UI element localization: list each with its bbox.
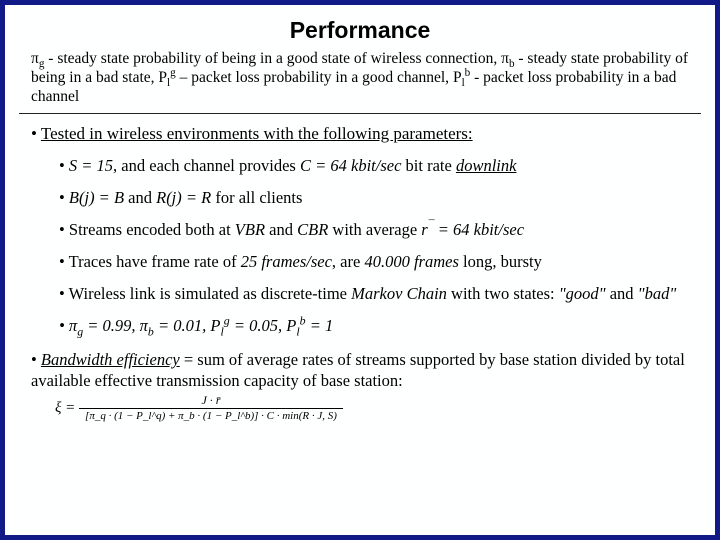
- val-pib: π: [140, 316, 148, 335]
- plg-symbol: P: [158, 69, 167, 86]
- pi-g-text: - steady state probability of being in a…: [44, 50, 501, 67]
- bj: B(j) = B: [69, 188, 124, 207]
- s15: S = 15: [69, 156, 113, 175]
- cbr: CBR: [297, 220, 328, 239]
- val-pig-v: = 0.99,: [83, 316, 140, 335]
- plg-text: – packet loss probability in a good chan…: [176, 69, 453, 86]
- val-plg: P: [210, 316, 220, 335]
- pi-b-symbol: π: [501, 50, 509, 67]
- tested-heading-text: Tested in wireless environments with the…: [41, 124, 473, 143]
- s15-b: , and each channel provides: [113, 156, 300, 175]
- markov-c: with two states:: [447, 284, 559, 303]
- vbr: VBR: [235, 220, 265, 239]
- rj: R(j) = R: [156, 188, 211, 207]
- markov-chain: Markov Chain: [351, 284, 447, 303]
- formula-lhs: ξ =: [55, 400, 79, 416]
- bj-and: and: [124, 188, 156, 207]
- val-plb-v: = 1: [306, 316, 334, 335]
- downlink: downlink: [456, 156, 517, 175]
- c64: C = 64 kbit/sec: [300, 156, 401, 175]
- definitions-block: πg - steady state probability of being i…: [31, 50, 689, 107]
- frames40k: 40.000 frames: [364, 252, 458, 271]
- tested-heading: Tested in wireless environments with the…: [31, 124, 691, 144]
- plb-symbol: P: [453, 69, 462, 86]
- bullet-values: πg = 0.99, πb = 0.01, Plg = 0.05, Plb = …: [59, 316, 691, 336]
- streams-avg: with average: [328, 220, 421, 239]
- slide-title: Performance: [29, 17, 691, 44]
- val-pig: π: [69, 316, 77, 335]
- bw-eff: Bandwidth efficiency: [41, 350, 180, 369]
- val-pib-v: = 0.01,: [154, 316, 211, 335]
- state-bad: "bad": [638, 284, 677, 303]
- bullet-bj: B(j) = B and R(j) = R for all clients: [59, 188, 691, 208]
- pi-g-symbol: π: [31, 50, 39, 67]
- bullet-markov: Wireless link is simulated as discrete-t…: [59, 284, 691, 304]
- formula-fraction: J · r̄ [π_q · (1 − P_l^q) + π_b · (1 − P…: [79, 393, 343, 424]
- bullet-bandwidth: Bandwidth efficiency = sum of average ra…: [31, 350, 691, 425]
- state-good: "good": [559, 284, 606, 303]
- streams-and: and: [265, 220, 297, 239]
- separator-line: [19, 113, 701, 114]
- r64: = 64 kbit/sec: [434, 220, 524, 239]
- val-plb: P: [286, 316, 296, 335]
- val-plg-v: = 0.05,: [230, 316, 287, 335]
- traces-c: , are: [332, 252, 365, 271]
- formula-numerator: J · r̄: [79, 393, 343, 410]
- streams-a: Streams encoded both at: [69, 220, 235, 239]
- traces-a: Traces have frame rate of: [69, 252, 241, 271]
- bullet-traces: Traces have frame rate of 25 frames/sec,…: [59, 252, 691, 272]
- formula-denominator: [π_q · (1 − P_l^q) + π_b · (1 − P_l^b)] …: [79, 409, 343, 423]
- traces-e: long, bursty: [459, 252, 542, 271]
- fps25: 25 frames/sec: [241, 252, 332, 271]
- markov-and: and: [606, 284, 638, 303]
- bullet-streams: Streams encoded both at VBR and CBR with…: [59, 220, 691, 240]
- markov-a: Wireless link is simulated as discrete-t…: [69, 284, 352, 303]
- bullet-s15: S = 15, and each channel provides C = 64…: [59, 156, 691, 176]
- slide-frame: Performance πg - steady state probabilit…: [0, 0, 720, 540]
- formula: ξ = J · r̄ [π_q · (1 − P_l^q) + π_b · (1…: [51, 391, 347, 426]
- bj-tail: for all clients: [211, 188, 302, 207]
- s15-d: bit rate: [401, 156, 456, 175]
- rbar: r¯: [421, 220, 433, 239]
